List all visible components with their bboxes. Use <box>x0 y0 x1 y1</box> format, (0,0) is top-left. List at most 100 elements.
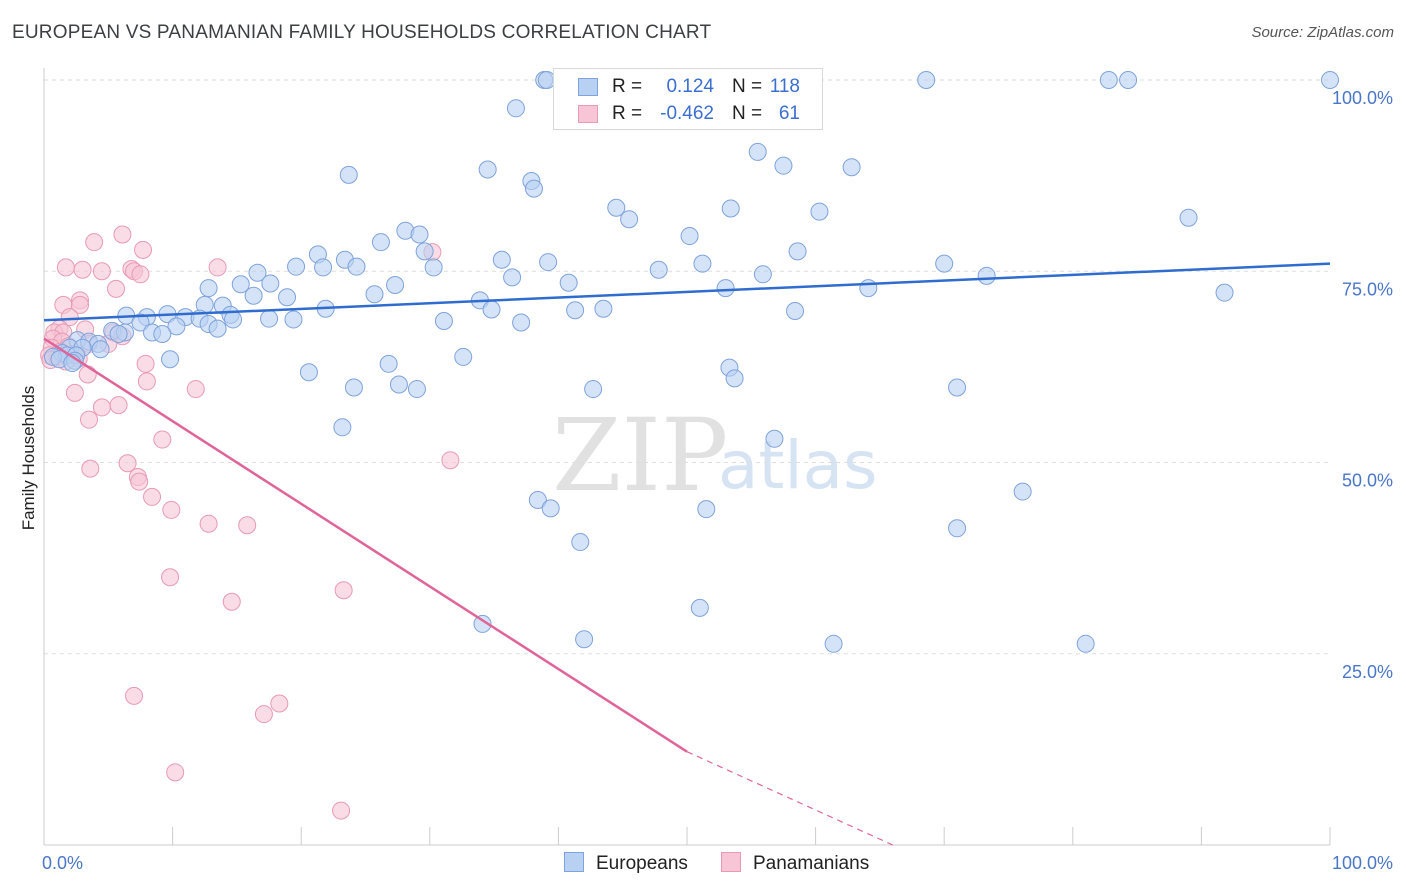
panamanian-point <box>153 430 172 449</box>
panamanian-point <box>270 694 289 713</box>
panamanian-point <box>161 568 180 587</box>
panamanian-point <box>85 233 104 252</box>
watermark-zip: ZIP <box>552 397 728 514</box>
european-point <box>371 233 390 252</box>
european-point <box>559 273 578 292</box>
european-point <box>859 279 878 298</box>
panamanian-point <box>92 262 111 281</box>
european-point <box>347 257 366 276</box>
panamanian-point <box>166 763 185 782</box>
european-point <box>167 317 186 336</box>
panamanian-point <box>131 265 150 284</box>
european-point <box>153 324 172 343</box>
european-point <box>260 309 279 328</box>
european-point <box>109 324 128 343</box>
european-point <box>199 279 218 298</box>
panamanian-point <box>107 279 126 298</box>
european-point <box>571 533 590 552</box>
source-label: Source: ZipAtlas.com <box>1251 24 1394 41</box>
series-legend: Europeans Panamanians <box>0 852 1406 878</box>
trend-lines <box>43 262 1331 846</box>
european-point <box>314 258 333 277</box>
european-point <box>482 300 501 319</box>
european-point <box>721 199 740 218</box>
panamanian-point <box>136 354 155 373</box>
european-point <box>680 227 699 246</box>
legend-n-value: 61 <box>778 103 800 124</box>
european-point <box>842 158 861 177</box>
panamanian-point <box>109 396 128 415</box>
european-point <box>948 519 967 538</box>
european-point <box>512 313 531 332</box>
legend-swatch-pink <box>578 105 598 123</box>
watermark-atlas: atlas <box>718 427 878 504</box>
series-swatch-blue <box>564 852 584 872</box>
panamanian-point <box>78 365 97 384</box>
y-tick-label: 50.0% <box>1342 471 1393 491</box>
european-point <box>424 258 443 277</box>
panamanian-point <box>254 705 273 724</box>
european-point <box>415 242 434 261</box>
legend-r-value: -0.462 <box>660 103 714 124</box>
panamanian-point <box>65 383 84 402</box>
european-point <box>224 310 243 329</box>
panamanian-point <box>118 454 137 473</box>
data-points <box>40 71 1339 820</box>
european-point <box>344 378 363 397</box>
european-point <box>492 250 511 269</box>
european-point <box>607 198 626 217</box>
series-swatch-pink <box>721 852 741 872</box>
european-point <box>977 266 996 285</box>
grid-lines <box>44 79 1330 655</box>
legend-row-europeans: R = 0.124 N = 118 <box>554 73 822 101</box>
european-point <box>620 210 639 229</box>
european-point <box>434 311 453 330</box>
european-point <box>584 380 603 399</box>
axes <box>43 68 1331 846</box>
legend-n-value: 118 <box>769 76 800 97</box>
panamanian-point <box>71 295 90 314</box>
panamanian-point <box>162 500 181 519</box>
correlation-legend: R = 0.124 N = 118 R = -0.462 N = 61 <box>553 68 823 130</box>
european-point <box>541 499 560 518</box>
panamanian-point <box>137 372 156 391</box>
european-point <box>244 286 263 305</box>
european-point <box>333 418 352 437</box>
european-point <box>753 265 772 284</box>
european-point <box>284 310 303 329</box>
panamanian-point <box>238 516 257 535</box>
european-point <box>287 257 306 276</box>
european-point <box>524 179 543 198</box>
european-point <box>810 202 829 221</box>
y-tick-label: 25.0% <box>1342 662 1393 682</box>
european-point <box>716 279 735 298</box>
european-point <box>539 253 558 272</box>
european-point <box>365 285 384 304</box>
european-point <box>697 500 716 519</box>
european-point <box>528 490 547 509</box>
panamanian-point <box>332 801 351 820</box>
panamanian-point <box>222 592 241 611</box>
european-point <box>299 363 318 382</box>
european-point <box>948 378 967 397</box>
legend-r-value: 0.124 <box>666 76 714 97</box>
panamanian-point <box>186 380 205 399</box>
european-point <box>575 630 594 649</box>
legend-n-label: N = <box>732 76 763 97</box>
panamanian-point <box>199 514 218 533</box>
european-point <box>690 598 709 617</box>
legend-r-label: R = <box>612 103 643 124</box>
tick-labels: 25.0% 50.0% 75.0% 100.0% 0.0% 100.0% <box>42 88 1393 873</box>
european-point <box>248 263 267 282</box>
european-point <box>1119 71 1138 89</box>
panamanian-point <box>134 240 153 259</box>
panamanian-point <box>143 487 162 506</box>
series-legend-europeans: Europeans <box>564 852 688 875</box>
y-tick-label: 100.0% <box>1332 88 1393 108</box>
european-trend-line <box>43 262 1331 322</box>
european-point <box>407 380 426 399</box>
panamanian-point <box>130 472 149 491</box>
european-point <box>649 260 668 279</box>
european-point <box>231 275 250 294</box>
